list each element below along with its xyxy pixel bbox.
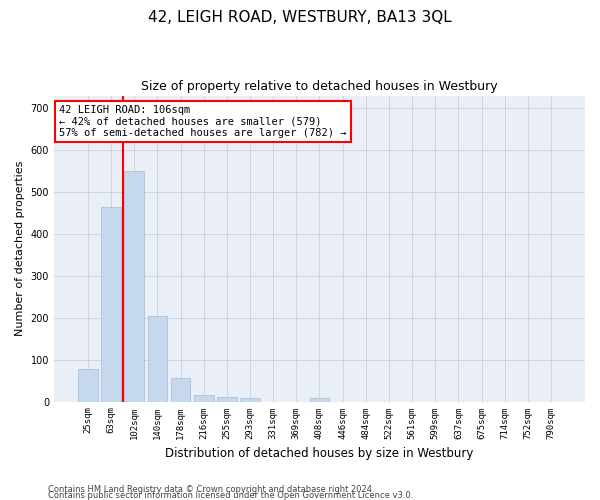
Bar	[194, 396, 214, 402]
Bar	[148, 316, 167, 402]
Y-axis label: Number of detached properties: Number of detached properties	[15, 161, 25, 336]
Text: Contains HM Land Registry data © Crown copyright and database right 2024.: Contains HM Land Registry data © Crown c…	[48, 486, 374, 494]
Text: 42 LEIGH ROAD: 106sqm
← 42% of detached houses are smaller (579)
57% of semi-det: 42 LEIGH ROAD: 106sqm ← 42% of detached …	[59, 104, 347, 138]
Title: Size of property relative to detached houses in Westbury: Size of property relative to detached ho…	[141, 80, 498, 93]
X-axis label: Distribution of detached houses by size in Westbury: Distribution of detached houses by size …	[165, 447, 473, 460]
Bar	[170, 378, 190, 402]
Text: Contains public sector information licensed under the Open Government Licence v3: Contains public sector information licen…	[48, 492, 413, 500]
Bar	[217, 398, 236, 402]
Bar	[78, 369, 98, 402]
Bar	[101, 206, 121, 402]
Bar	[124, 171, 144, 402]
Bar	[310, 398, 329, 402]
Text: 42, LEIGH ROAD, WESTBURY, BA13 3QL: 42, LEIGH ROAD, WESTBURY, BA13 3QL	[148, 10, 452, 25]
Bar	[240, 398, 260, 402]
